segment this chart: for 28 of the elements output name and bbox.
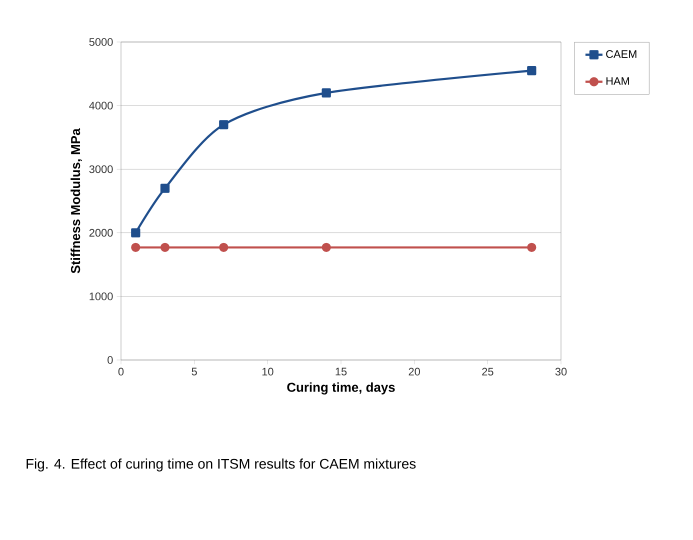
- x-tick-label: 25: [482, 368, 494, 376]
- point: [131, 228, 140, 238]
- caption: Fig. 4. Effect of curing time on ITSM results for CAEM mixtures: [26, 458, 416, 472]
- y-tick-label: 4000: [89, 102, 113, 110]
- legend-label: HAM: [606, 77, 629, 85]
- point: [322, 242, 331, 252]
- x-axis-title: Curing time, days: [287, 382, 395, 395]
- y-axis-title: Stiffness Modulus, MPa: [70, 128, 82, 274]
- x-tick-label: 30: [555, 368, 567, 376]
- y-tick-label: 2000: [89, 228, 113, 237]
- point: [322, 88, 331, 98]
- point: [527, 242, 536, 252]
- point: [160, 242, 170, 252]
- y-tick-label: 5000: [89, 38, 113, 46]
- point: [219, 120, 228, 130]
- x-tick-label: 20: [408, 368, 420, 376]
- x-tick-label: 10: [262, 368, 274, 376]
- legend-label: CAEM: [606, 50, 636, 58]
- point: [160, 184, 170, 193]
- y-tick-label: 1000: [90, 292, 113, 300]
- y-tick-label: 3000: [89, 165, 113, 174]
- point: [131, 242, 140, 252]
- y-tick-label: 0: [108, 356, 113, 364]
- x-tick-label: 5: [192, 368, 197, 376]
- point: [219, 242, 228, 252]
- x-tick-label: 15: [336, 368, 347, 376]
- x-tick-label: 0: [118, 368, 124, 376]
- point: [527, 66, 536, 76]
